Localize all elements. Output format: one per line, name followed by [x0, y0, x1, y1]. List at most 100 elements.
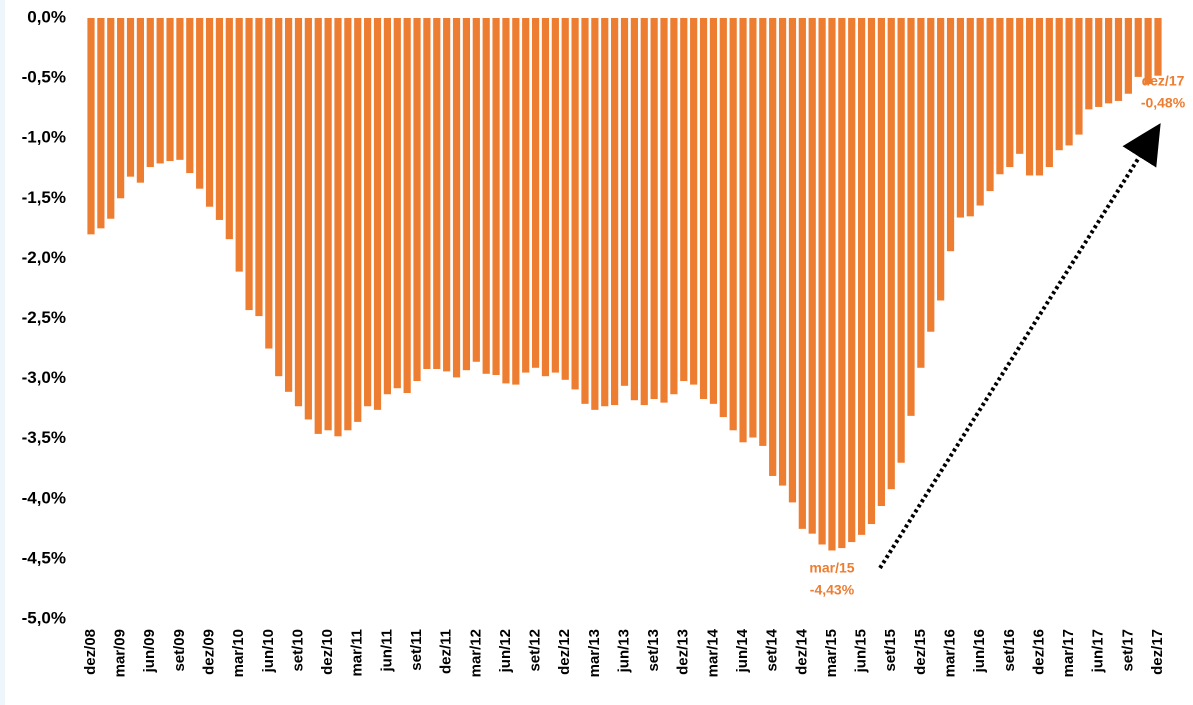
- x-tick-label: dez/11: [438, 629, 455, 674]
- x-tick-label: dez/10: [319, 629, 336, 675]
- bar: [403, 18, 411, 394]
- bar: [146, 18, 154, 168]
- y-tick-label: 0,0%: [27, 7, 66, 26]
- bar: [858, 18, 866, 535]
- annotation-category: mar/15: [809, 559, 854, 575]
- bar: [798, 18, 806, 529]
- bar: [986, 18, 994, 192]
- bar: [749, 18, 757, 438]
- x-tick-label: jun/16: [971, 629, 988, 673]
- x-tick-label: jun/11: [378, 629, 395, 673]
- bar: [778, 18, 787, 486]
- x-tick-label: mar/10: [230, 629, 247, 677]
- bar: [1025, 18, 1034, 176]
- bar: [107, 18, 115, 219]
- x-tick-label: jun/09: [141, 629, 158, 673]
- bar: [1124, 18, 1132, 94]
- bar: [680, 18, 688, 382]
- x-tick-label: dez/15: [912, 629, 929, 675]
- bar: [1105, 18, 1113, 104]
- bar: [956, 18, 965, 218]
- x-tick-label: mar/17: [1060, 629, 1077, 677]
- bar: [225, 18, 233, 240]
- bar: [304, 18, 312, 420]
- x-tick-label: mar/13: [586, 629, 603, 677]
- y-tick-label: -4,5%: [22, 548, 66, 567]
- bar: [719, 18, 727, 418]
- bar: [235, 18, 243, 272]
- bar: [1095, 18, 1103, 107]
- x-tick-label: dez/14: [793, 628, 810, 675]
- x-tick-label: mar/11: [349, 629, 366, 677]
- bar: [867, 18, 876, 525]
- x-tick-label: set/10: [289, 629, 306, 672]
- bar: [126, 18, 135, 177]
- bar: [660, 18, 668, 403]
- bar: [690, 18, 698, 385]
- x-tick-label: jun/12: [497, 629, 514, 673]
- x-tick-label: mar/15: [823, 629, 840, 677]
- y-tick-label: -2,5%: [22, 308, 66, 327]
- bar: [976, 18, 984, 206]
- bar: [492, 18, 500, 375]
- bar: [443, 18, 451, 372]
- y-tick-label: -1,5%: [22, 188, 66, 207]
- bar: [650, 18, 658, 400]
- bar: [620, 18, 629, 386]
- bar: [630, 18, 638, 401]
- bar: [887, 18, 895, 490]
- bar: [848, 18, 856, 543]
- bar: [166, 18, 174, 162]
- bar: [1144, 18, 1152, 85]
- x-tick-label: jun/17: [1090, 629, 1107, 673]
- bar: [581, 18, 589, 404]
- y-tick-label: -5,0%: [22, 608, 66, 627]
- x-tick-label: set/17: [1119, 629, 1136, 672]
- bar: [759, 18, 767, 446]
- bar: [739, 18, 747, 443]
- annotation-category: dez/17: [1142, 73, 1185, 89]
- bar: [344, 18, 352, 431]
- x-tick-label: mar/14: [704, 628, 721, 677]
- annotation-value: -4,43%: [810, 581, 855, 597]
- x-tick-label: dez/16: [1030, 629, 1047, 675]
- bar: [917, 18, 925, 368]
- bar: [393, 18, 401, 389]
- bar: [1085, 18, 1093, 110]
- y-tick-label: -4,0%: [22, 488, 66, 507]
- x-tick-label: set/12: [527, 629, 544, 672]
- bar: [472, 18, 480, 362]
- bar: [611, 18, 619, 406]
- x-tick-label: jun/14: [734, 628, 751, 673]
- edge-strip: [0, 0, 5, 705]
- bar: [907, 18, 915, 416]
- x-tick-label: jun/15: [853, 629, 870, 673]
- bar: [512, 18, 520, 385]
- bar: [354, 18, 362, 422]
- bar: [937, 18, 945, 301]
- bar: [571, 18, 579, 390]
- bar: [1154, 18, 1162, 76]
- bar: [541, 18, 550, 377]
- x-tick-label: mar/16: [941, 629, 958, 677]
- bar: [788, 18, 797, 503]
- bar: [1016, 18, 1024, 154]
- bar: [670, 18, 678, 395]
- bar: [314, 18, 322, 434]
- bar: [897, 18, 905, 463]
- bar: [601, 18, 609, 407]
- bar: [87, 18, 95, 235]
- bar: [275, 18, 283, 377]
- bar: [531, 18, 540, 368]
- bar: [364, 18, 372, 407]
- x-tick-label: dez/12: [556, 629, 573, 675]
- bar: [1134, 18, 1142, 77]
- bar: [927, 18, 935, 332]
- x-tick-label: dez/17: [1149, 629, 1166, 675]
- x-tick-label: set/14: [764, 628, 781, 671]
- bar: [324, 18, 332, 431]
- x-tick-label: jun/10: [260, 629, 277, 673]
- bar: [373, 18, 382, 410]
- bar: [462, 18, 471, 371]
- bar: [1114, 18, 1123, 101]
